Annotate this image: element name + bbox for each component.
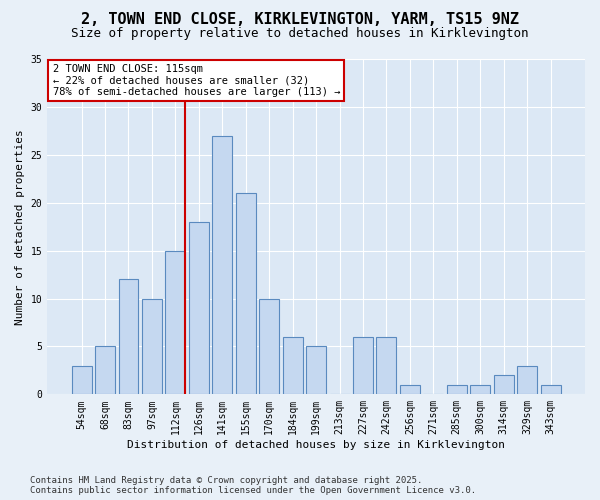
- Bar: [470, 385, 490, 394]
- Text: Size of property relative to detached houses in Kirklevington: Size of property relative to detached ho…: [71, 28, 529, 40]
- Bar: [142, 298, 162, 394]
- Bar: [259, 298, 279, 394]
- Bar: [541, 385, 560, 394]
- Bar: [376, 337, 397, 394]
- Bar: [400, 385, 420, 394]
- Bar: [283, 337, 302, 394]
- Bar: [189, 222, 209, 394]
- Bar: [494, 375, 514, 394]
- Bar: [306, 346, 326, 395]
- Bar: [447, 385, 467, 394]
- Bar: [95, 346, 115, 395]
- Bar: [166, 250, 185, 394]
- Bar: [71, 366, 92, 394]
- Bar: [236, 193, 256, 394]
- Bar: [119, 280, 139, 394]
- X-axis label: Distribution of detached houses by size in Kirklevington: Distribution of detached houses by size …: [127, 440, 505, 450]
- Text: 2 TOWN END CLOSE: 115sqm
← 22% of detached houses are smaller (32)
78% of semi-d: 2 TOWN END CLOSE: 115sqm ← 22% of detach…: [53, 64, 340, 97]
- Bar: [212, 136, 232, 394]
- Y-axis label: Number of detached properties: Number of detached properties: [15, 129, 25, 324]
- Text: 2, TOWN END CLOSE, KIRKLEVINGTON, YARM, TS15 9NZ: 2, TOWN END CLOSE, KIRKLEVINGTON, YARM, …: [81, 12, 519, 28]
- Bar: [517, 366, 537, 394]
- Bar: [353, 337, 373, 394]
- Text: Contains HM Land Registry data © Crown copyright and database right 2025.
Contai: Contains HM Land Registry data © Crown c…: [30, 476, 476, 495]
